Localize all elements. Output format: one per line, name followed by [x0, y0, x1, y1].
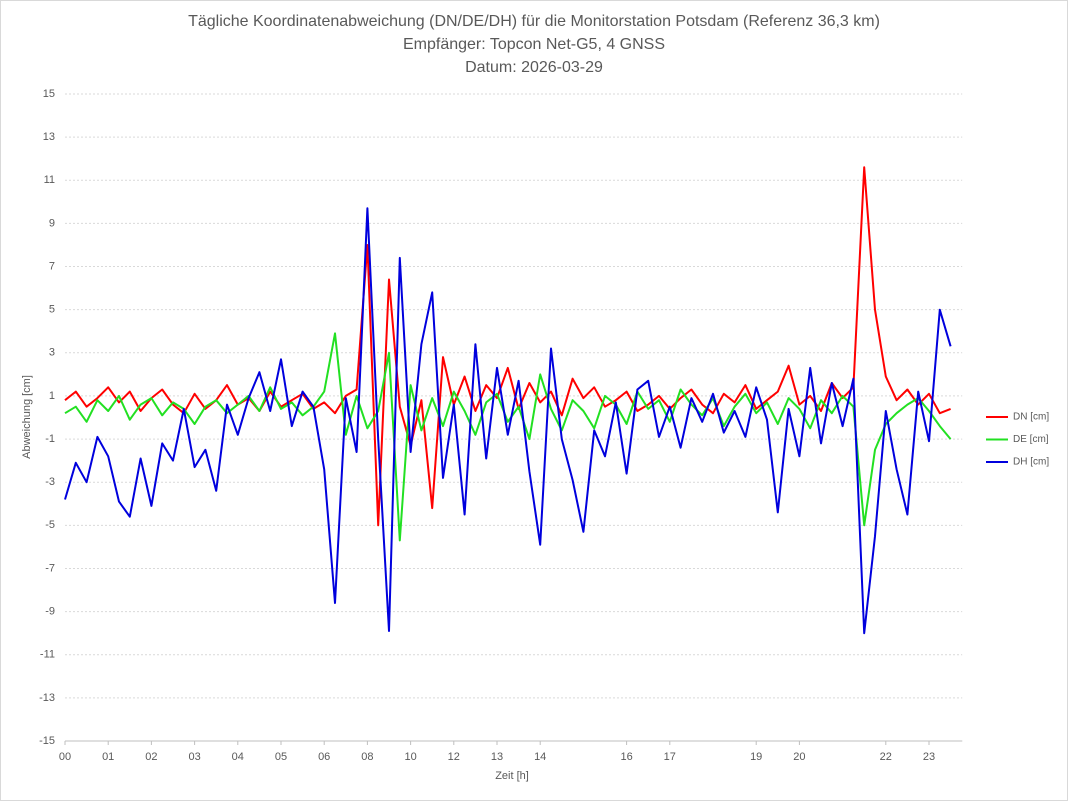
chart-date: Datum: 2026-03-29 — [465, 59, 603, 76]
legend-label: DN [cm] — [1013, 412, 1049, 423]
x-tick-label: 23 — [923, 751, 935, 763]
series-line — [64, 207, 952, 635]
x-tick-label: 02 — [145, 751, 157, 763]
x-tick-label: 05 — [275, 751, 287, 763]
y-tick-label: -11 — [40, 649, 55, 661]
legend-label: DE [cm] — [1013, 434, 1049, 445]
y-tick-label: 15 — [43, 88, 55, 100]
y-tick-label: -9 — [45, 606, 55, 618]
x-tick-label: 06 — [318, 751, 330, 763]
x-tick-label: 00 — [59, 751, 71, 763]
y-tick-label: -7 — [45, 562, 55, 574]
y-axis-title: Abweichung [cm] — [21, 375, 33, 459]
x-tick-label: 01 — [102, 751, 114, 763]
y-tick-label: 9 — [49, 217, 55, 229]
y-tick-label: -5 — [45, 519, 55, 531]
chart-subtitle: Empfänger: Topcon Net-G5, 4 GNSS — [403, 36, 665, 53]
x-tick-label: 20 — [793, 751, 805, 763]
series-line — [64, 332, 952, 542]
legend-label: DH [cm] — [1013, 457, 1049, 468]
y-tick-label: 3 — [49, 347, 55, 359]
x-tick-label: 22 — [880, 751, 892, 763]
x-tick-label: 13 — [491, 751, 503, 763]
chart-title: Tägliche Koordinatenabweichung (DN/DE/DH… — [188, 13, 880, 30]
x-tick-label: 08 — [361, 751, 373, 763]
y-tick-label: -1 — [45, 433, 55, 445]
x-axis-title: Zeit [h] — [495, 770, 529, 782]
x-tick-label: 10 — [404, 751, 416, 763]
x-tick-label: 04 — [232, 751, 244, 763]
y-tick-label: -15 — [39, 735, 55, 747]
x-tick-label: 19 — [750, 751, 762, 763]
x-tick-label: 12 — [448, 751, 460, 763]
y-tick-label: -13 — [39, 692, 55, 704]
x-tick-label: 03 — [188, 751, 200, 763]
y-tick-label: 13 — [43, 131, 55, 143]
x-tick-label: 14 — [534, 751, 546, 763]
y-tick-label: 5 — [49, 304, 55, 316]
y-tick-label: 1 — [49, 390, 55, 402]
y-tick-label: -3 — [45, 476, 55, 488]
x-tick-label: 17 — [664, 751, 676, 763]
x-tick-label: 16 — [620, 751, 632, 763]
y-tick-label: 11 — [44, 174, 55, 186]
y-tick-label: 7 — [49, 260, 55, 272]
